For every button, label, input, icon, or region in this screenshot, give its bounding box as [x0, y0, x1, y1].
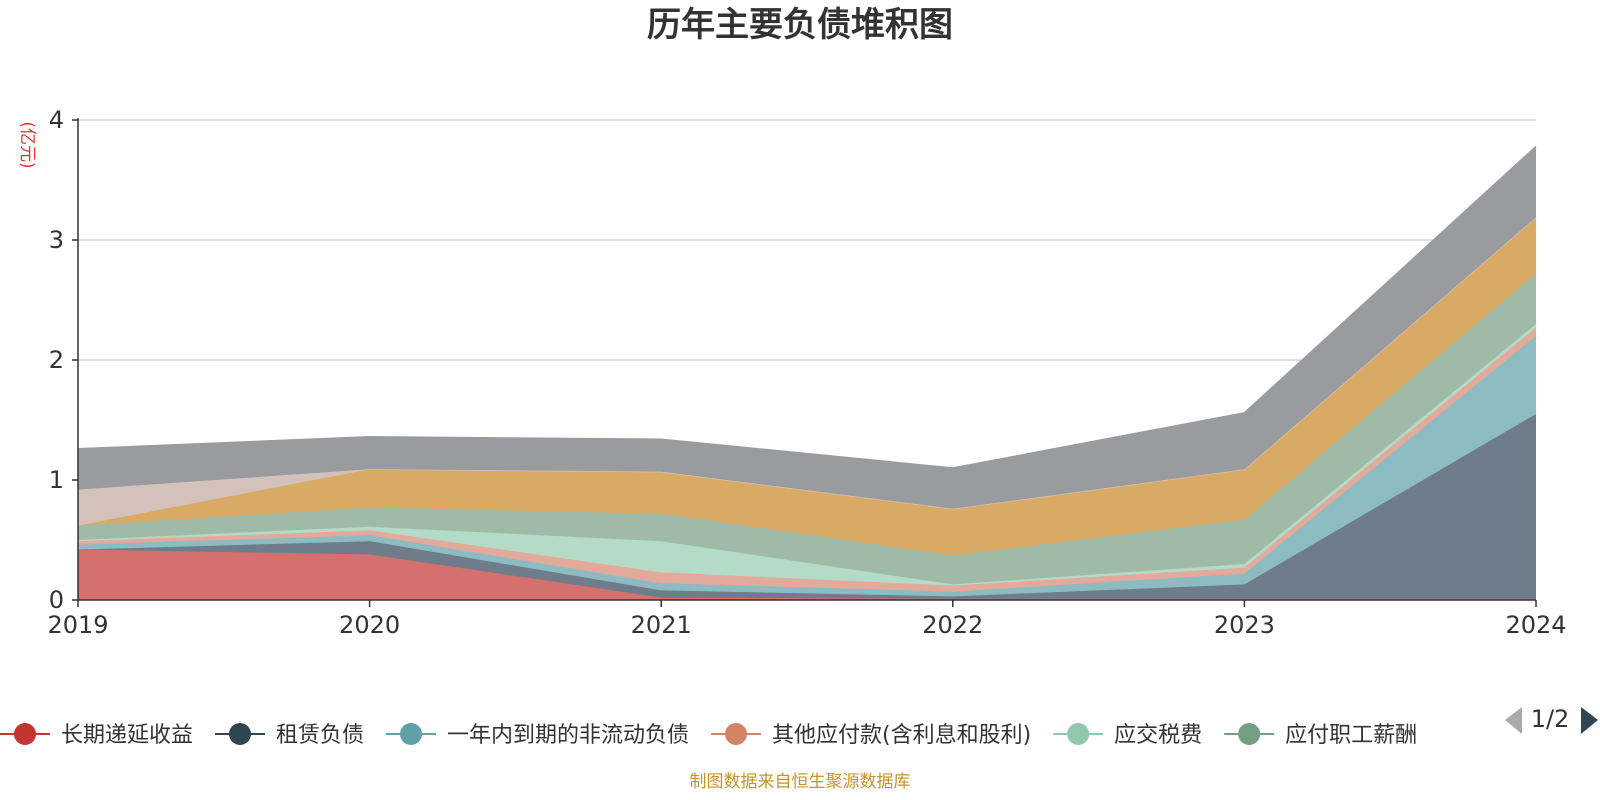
- x-tick-labels: 2019 2020 2021 2022 2023 2024: [47, 600, 1567, 639]
- legend-marker-icon: [1238, 723, 1261, 745]
- x-tick-label: 2024: [1505, 611, 1566, 639]
- legend-next-page-icon[interactable]: [1581, 707, 1598, 734]
- legend-label: 其他应付款(含利息和股利): [772, 723, 1031, 748]
- legend-marker-icon: [229, 723, 252, 745]
- y-tick-label: 4: [49, 106, 64, 134]
- legend-marker-icon: [400, 723, 423, 745]
- chart-title: 历年主要负债堆积图: [647, 5, 953, 45]
- legend-item[interactable]: 租赁负债: [215, 723, 364, 748]
- area-series-8: [78, 146, 1536, 509]
- x-tick-label: 2023: [1214, 611, 1275, 639]
- x-tick-label: 2022: [922, 611, 983, 639]
- y-tick-label: 0: [49, 586, 64, 614]
- x-tick-label: 2020: [339, 611, 400, 639]
- legend-marker-icon: [725, 723, 748, 745]
- stacked-areas: [77, 145, 1537, 600]
- legend-label: 应交税费: [1114, 723, 1202, 748]
- y-tick-label: 3: [49, 226, 64, 254]
- y-tick-labels: 0 1 2 3 4: [49, 106, 78, 614]
- legend-pager: 1/2: [1505, 705, 1598, 734]
- legend-item[interactable]: 长期递延收益: [0, 723, 193, 748]
- data-source-note: 制图数据来自恒生聚源数据库: [690, 772, 911, 792]
- legend-item[interactable]: 应交税费: [1053, 723, 1202, 748]
- area-series-6: [78, 217, 1536, 556]
- legend-page-indicator: 1/2: [1531, 705, 1570, 733]
- legend-label: 一年内到期的非流动负债: [447, 723, 689, 748]
- legend-label: 长期递延收益: [61, 723, 193, 748]
- legend-label: 租赁负债: [276, 723, 364, 748]
- area-line-series-8: [77, 145, 1537, 469]
- legend-item[interactable]: 其他应付款(含利息和股利): [711, 723, 1031, 748]
- axes: [77, 118, 1536, 601]
- legend-marker-icon: [14, 723, 36, 745]
- y-axis-unit: (亿元): [17, 121, 37, 168]
- legend: 长期递延收益 租赁负债 一年内到期的非流动负债 其他应付款(含利息和股利) 应交税费 应付…: [0, 723, 1417, 748]
- area-series-0: [78, 549, 1536, 600]
- legend-item[interactable]: 一年内到期的非流动负债: [386, 723, 689, 748]
- legend-marker-icon: [1067, 723, 1090, 745]
- legend-label: 应付职工薪酬: [1285, 723, 1417, 748]
- x-tick-label: 2021: [631, 611, 692, 639]
- y-tick-label: 1: [49, 466, 64, 494]
- legend-item[interactable]: 应付职工薪酬: [1224, 723, 1417, 748]
- y-tick-label: 2: [49, 346, 64, 374]
- legend-prev-page-icon[interactable]: [1505, 707, 1522, 734]
- area-series-1: [78, 414, 1536, 599]
- area-series-7: [78, 217, 1536, 526]
- x-tick-label: 2019: [47, 611, 108, 639]
